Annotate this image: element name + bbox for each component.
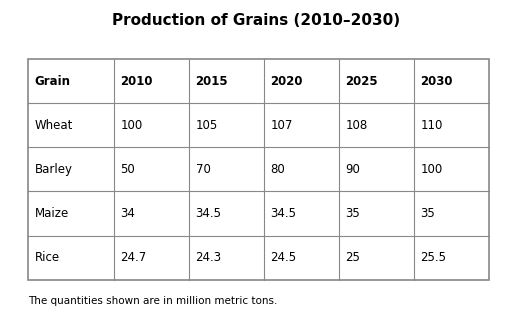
Text: 107: 107 [270,119,293,132]
Text: 34.5: 34.5 [270,207,296,220]
Text: Maize: Maize [35,207,69,220]
Text: 35: 35 [420,207,435,220]
Text: Grain: Grain [35,75,71,88]
Text: 2010: 2010 [120,75,153,88]
Text: 70: 70 [196,163,210,176]
Text: 80: 80 [270,163,285,176]
Text: 110: 110 [420,119,443,132]
Text: 100: 100 [420,163,443,176]
Text: 24.5: 24.5 [270,251,296,264]
Text: Barley: Barley [35,163,73,176]
Text: 2030: 2030 [420,75,453,88]
Text: 25: 25 [346,251,360,264]
Text: The quantities shown are in million metric tons.: The quantities shown are in million metr… [28,296,278,306]
Text: 25.5: 25.5 [420,251,446,264]
Text: Wheat: Wheat [35,119,73,132]
Text: Rice: Rice [35,251,60,264]
Text: 108: 108 [346,119,368,132]
Text: Production of Grains (2010–2030): Production of Grains (2010–2030) [112,13,400,28]
Text: 90: 90 [346,163,360,176]
Text: 24.3: 24.3 [196,251,222,264]
Text: 2015: 2015 [196,75,228,88]
Text: 50: 50 [120,163,135,176]
Text: 35: 35 [346,207,360,220]
Text: 105: 105 [196,119,218,132]
Text: 2025: 2025 [346,75,378,88]
Text: 34.5: 34.5 [196,207,222,220]
Text: 24.7: 24.7 [120,251,147,264]
Text: 100: 100 [120,119,143,132]
Text: 2020: 2020 [270,75,303,88]
Text: 34: 34 [120,207,135,220]
